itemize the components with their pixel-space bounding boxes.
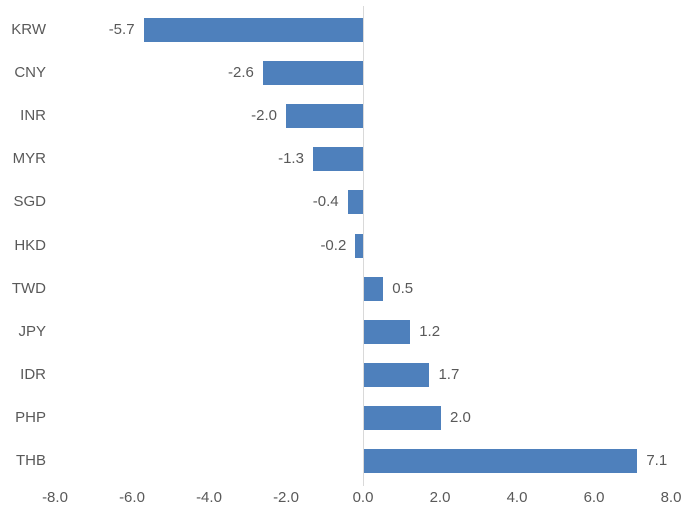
- value-label-cny: -2.6: [228, 64, 254, 82]
- x-tick-label-4.0: 4.0: [506, 489, 528, 506]
- bar-thb: [364, 449, 638, 473]
- value-label-sgd: -0.4: [312, 193, 339, 211]
- category-label-jpy: JPY: [18, 322, 46, 340]
- category-label-inr: INR: [20, 107, 46, 125]
- bar-myr: [312, 147, 363, 172]
- category-label-krw: KRW: [11, 21, 46, 38]
- x-tick-label--2.0: -2.0: [273, 489, 299, 506]
- x-tick-label-8.0: 8.0: [660, 489, 682, 506]
- value-label-jpy: 1.2: [419, 322, 441, 340]
- value-label-php: 2.0: [450, 408, 471, 426]
- x-tick-label-0.0: 0.0: [352, 489, 374, 506]
- bar-krw: [143, 18, 363, 42]
- bar-idr: [364, 362, 430, 387]
- zero-axis-line: [363, 6, 364, 486]
- value-label-inr: -2.0: [251, 107, 277, 125]
- category-label-cny: CNY: [14, 64, 46, 82]
- x-tick-label--6.0: -6.0: [119, 489, 145, 506]
- bar-sgd: [347, 190, 363, 215]
- value-label-krw: -5.7: [108, 21, 135, 38]
- value-label-idr: 1.7: [438, 365, 460, 383]
- x-tick-label--8.0: -8.0: [42, 489, 68, 506]
- category-label-hkd: HKD: [14, 236, 46, 254]
- bar-jpy: [364, 319, 411, 344]
- bar-inr: [286, 104, 363, 129]
- value-label-hkd: -0.2: [320, 236, 347, 254]
- category-label-idr: IDR: [20, 365, 46, 383]
- bar-hkd: [355, 233, 363, 258]
- value-label-twd: 0.5: [392, 279, 414, 297]
- x-tick-label--4.0: -4.0: [196, 489, 222, 506]
- bar-cny: [262, 61, 363, 86]
- value-label-myr: -1.3: [278, 150, 304, 168]
- x-tick-label-2.0: 2.0: [429, 489, 451, 506]
- category-label-thb: THB: [16, 452, 46, 469]
- bar-twd: [364, 276, 384, 301]
- category-label-sgd: SGD: [13, 193, 46, 211]
- category-label-myr: MYR: [12, 150, 46, 168]
- category-label-twd: TWD: [11, 279, 46, 297]
- bar-php: [364, 405, 441, 430]
- category-label-php: PHP: [15, 408, 46, 426]
- x-tick-label-6.0: 6.0: [583, 489, 605, 506]
- value-label-thb: 7.1: [646, 452, 668, 469]
